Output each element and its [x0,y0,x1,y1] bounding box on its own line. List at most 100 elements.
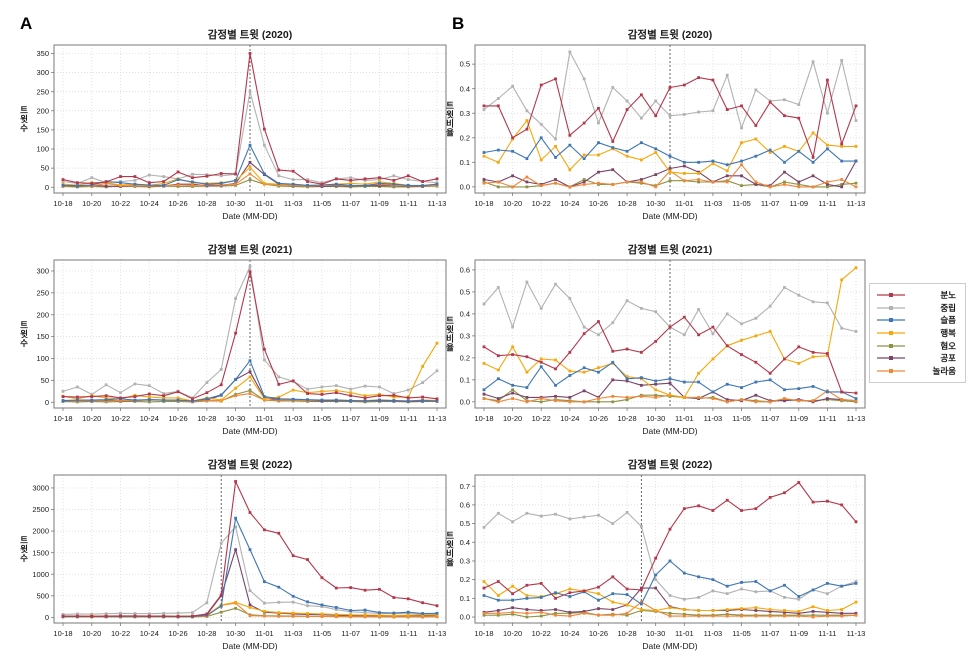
svg-text:10-28: 10-28 [617,199,636,208]
svg-text:200: 200 [36,310,49,319]
panel-b-label: B [452,14,465,33]
legend-line-icon [877,368,905,373]
svg-text:0.3: 0.3 [460,557,470,566]
svg-text:10-26: 10-26 [168,199,187,208]
svg-text:11-11: 11-11 [399,414,417,423]
svg-text:0.5: 0.5 [460,519,470,528]
svg-text:10-30: 10-30 [226,414,245,423]
tweet-ratio-2022-svg: 감정별 트윗 (2022) 0.0 0.1 0.2 0.3 0.4 0.5 0.6 0.7 10-… [446,458,866,651]
legend-label: 놀라움 [932,365,956,376]
svg-text:300: 300 [36,68,49,77]
legend-line-icon [877,293,905,298]
svg-text:11-05: 11-05 [732,629,751,638]
legend-label: 슬픔 [940,315,956,326]
svg-text:Date (MM-DD): Date (MM-DD) [222,211,277,221]
svg-text:11-03: 11-03 [284,414,303,423]
svg-text:11-03: 11-03 [284,199,303,208]
emotion-legend: 분노 중립 슬픔 행복 혐오 공포 놀라움 [869,283,966,384]
svg-text:0.0: 0.0 [460,397,470,406]
svg-text:0.6: 0.6 [460,500,470,509]
svg-text:0.5: 0.5 [460,60,470,69]
svg-text:0.2: 0.2 [460,353,470,362]
legend-item-3: 행복 [876,327,958,340]
svg-text:11-05: 11-05 [732,199,751,208]
svg-text:3000: 3000 [32,484,49,493]
svg-text:트윗수: 트윗수 [20,105,28,133]
svg-text:1500: 1500 [32,548,49,557]
svg-text:0: 0 [45,398,49,407]
svg-text:Date (MM-DD): Date (MM-DD) [642,426,697,436]
svg-text:11-07: 11-07 [761,199,780,208]
svg-text:11-11: 11-11 [399,199,417,208]
svg-text:2500: 2500 [32,505,49,514]
svg-text:11-09: 11-09 [370,199,389,208]
svg-text:10-22: 10-22 [111,199,130,208]
svg-text:2000: 2000 [32,527,49,536]
svg-text:0.3: 0.3 [460,109,470,118]
svg-text:0.1: 0.1 [460,158,470,167]
tweet-count-2022-svg: 감정별 트윗 (2022) 0 500 1000 1500 2000 2500 3000 10-… [20,458,447,651]
svg-text:250: 250 [36,288,49,297]
svg-text:10-20: 10-20 [503,199,522,208]
svg-text:10-22: 10-22 [111,629,130,638]
svg-text:감정별 트윗 (2021): 감정별 트윗 (2021) [208,243,293,256]
svg-text:11-13: 11-13 [428,629,447,638]
svg-text:11-03: 11-03 [284,629,303,638]
chart-tweet-ratio-2021: 감정별 트윗 (2021) 0.0 0.1 0.2 0.3 0.4 0.5 0.6 10-18 1… [438,240,874,445]
svg-text:350: 350 [36,49,49,58]
chart-tweet-count-2021: 감정별 트윗 (2021) 0 50 100 150 200 250 300 10-18 10-2… [8,240,460,445]
svg-text:150: 150 [36,125,49,134]
svg-text:감정별 트윗 (2020): 감정별 트윗 (2020) [628,28,713,41]
svg-text:10-18: 10-18 [53,414,72,423]
svg-text:트윗수: 트윗수 [20,535,28,563]
svg-text:11-01: 11-01 [675,199,694,208]
svg-text:200: 200 [36,106,49,115]
svg-text:11-05: 11-05 [313,414,332,423]
svg-text:150: 150 [36,332,49,341]
svg-text:Date (MM-DD): Date (MM-DD) [642,211,697,221]
panel-a-label: A [20,14,33,33]
svg-text:10-24: 10-24 [140,199,159,208]
chart-tweet-count-2022: 감정별 트윗 (2022) 0 500 1000 1500 2000 2500 3000 10-… [8,455,460,657]
svg-text:트윗수: 트윗수 [20,320,28,348]
svg-text:11-11: 11-11 [818,629,836,638]
svg-text:10-22: 10-22 [111,414,130,423]
svg-text:11-13: 11-13 [428,414,447,423]
svg-text:0.0: 0.0 [460,613,470,622]
svg-text:10-24: 10-24 [140,414,159,423]
svg-text:10-30: 10-30 [646,414,665,423]
svg-text:100: 100 [36,145,49,154]
svg-text:10-30: 10-30 [646,629,665,638]
svg-text:0.1: 0.1 [460,375,470,384]
svg-text:11-11: 11-11 [399,629,417,638]
svg-text:10-22: 10-22 [532,629,551,638]
svg-text:0: 0 [45,613,49,622]
svg-text:50: 50 [41,376,49,385]
chart-tweet-ratio-2020: 감정별 트윗 (2020) 0.0 0.1 0.2 0.3 0.4 0.5 10-18 10-2… [438,25,874,230]
svg-text:10-20: 10-20 [503,414,522,423]
svg-text:10-20: 10-20 [82,414,101,423]
svg-text:11-11: 11-11 [818,199,836,208]
svg-text:10-28: 10-28 [197,629,216,638]
svg-text:11-09: 11-09 [789,414,808,423]
legend-item-6: 놀라움 [876,365,958,378]
svg-text:0.2: 0.2 [460,575,470,584]
svg-text:10-26: 10-26 [589,199,608,208]
svg-text:11-09: 11-09 [370,414,389,423]
svg-text:Date (MM-DD): Date (MM-DD) [222,641,277,651]
legend-label: 공포 [940,353,956,364]
svg-text:50: 50 [41,164,49,173]
svg-text:감정별 트윗 (2021): 감정별 트윗 (2021) [628,243,713,256]
svg-text:0.7: 0.7 [460,482,470,491]
svg-text:500: 500 [36,591,49,600]
svg-text:10-18: 10-18 [474,199,493,208]
legend-item-4: 혐오 [876,339,958,352]
svg-text:11-07: 11-07 [341,629,360,638]
svg-text:0.1: 0.1 [460,594,470,603]
svg-text:10-30: 10-30 [226,629,245,638]
svg-text:10-26: 10-26 [589,414,608,423]
svg-text:0.6: 0.6 [460,265,470,274]
